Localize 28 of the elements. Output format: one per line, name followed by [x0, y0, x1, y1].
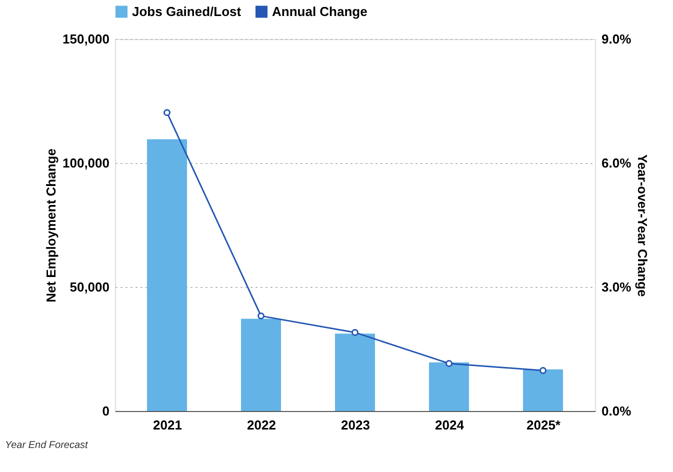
y2-axis-title: Year-over-Year Change — [635, 154, 650, 297]
x-tick-label: 2022 — [247, 418, 276, 432]
point — [258, 312, 264, 320]
y-tick-label: 100,000 — [62, 156, 110, 170]
y-tick-label: 50,000 — [70, 280, 110, 294]
text: Year End Forecast — [5, 440, 90, 451]
bar — [335, 334, 375, 411]
y-tick-label: 0 — [102, 404, 110, 418]
point — [164, 109, 170, 116]
legend-label: Annual Change — [272, 4, 368, 19]
legend-label: Jobs Gained/Lost — [132, 4, 242, 19]
x-tick-label: 2025* — [526, 418, 562, 432]
point — [352, 328, 358, 336]
bar — [147, 139, 187, 411]
x-tick-label: 2024 — [435, 418, 465, 432]
bar — [523, 369, 563, 411]
y2-tick-label: 6.0% — [602, 156, 632, 170]
bar — [241, 318, 281, 411]
x-tick-label: 2021 — [153, 418, 182, 432]
point — [446, 360, 452, 367]
y2-tick-label: 9.0% — [602, 32, 632, 46]
y2-tick-label: 3.0% — [602, 280, 632, 294]
y-tick-label: 150,000 — [62, 32, 110, 46]
y2-tick-label: 0.0% — [602, 404, 632, 418]
point — [540, 367, 546, 374]
y-axis-title: Net Employment Change — [44, 148, 59, 302]
x-tick-label: 2023 — [341, 418, 370, 432]
bar — [429, 362, 469, 411]
